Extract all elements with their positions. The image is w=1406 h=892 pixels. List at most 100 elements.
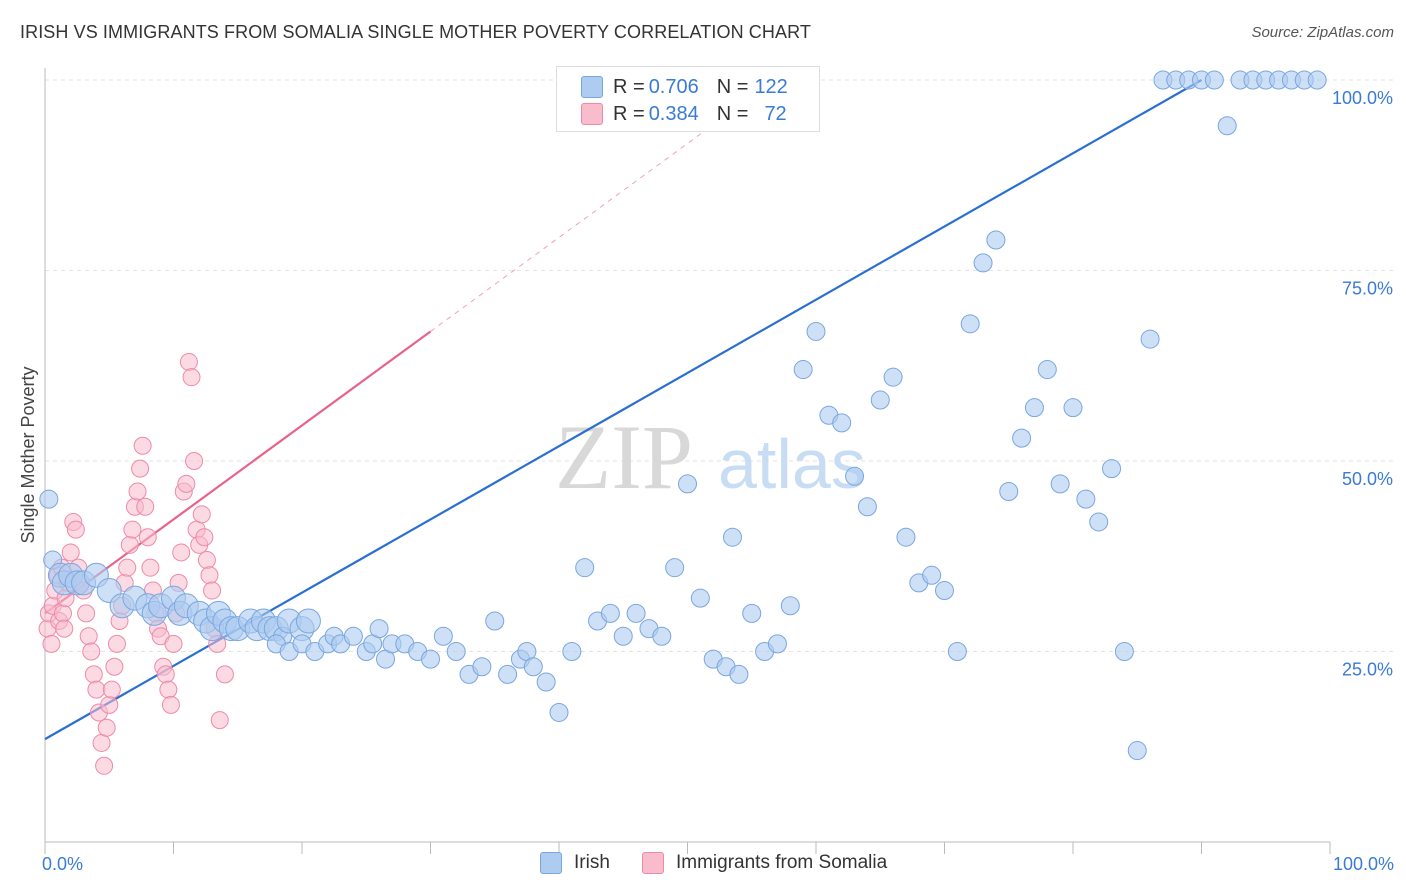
somalia-point[interactable]: [107, 634, 126, 653]
irish-point[interactable]: [1204, 70, 1224, 90]
somalia-point[interactable]: [136, 497, 155, 516]
somalia-point[interactable]: [131, 459, 150, 478]
irish-point[interactable]: [999, 481, 1019, 501]
somalia-point[interactable]: [203, 581, 222, 600]
irish-point[interactable]: [1089, 512, 1109, 532]
irish-point[interactable]: [536, 672, 556, 692]
somalia-point[interactable]: [61, 543, 80, 562]
somalia-point[interactable]: [53, 604, 72, 623]
irish-point[interactable]: [678, 474, 697, 494]
somalia-point[interactable]: [102, 680, 121, 699]
irish-point[interactable]: [600, 603, 620, 623]
somalia-point[interactable]: [156, 665, 175, 684]
irish-point[interactable]: [767, 634, 787, 654]
irish-point[interactable]: [485, 611, 505, 631]
somalia-point[interactable]: [95, 756, 114, 775]
somalia-point[interactable]: [197, 551, 216, 570]
somalia-point[interactable]: [97, 718, 116, 737]
irish-point[interactable]: [613, 626, 633, 646]
irish-point[interactable]: [652, 626, 672, 646]
legend-item-somalia[interactable]: Immigrants from Somalia: [642, 852, 887, 874]
irish-point[interactable]: [896, 527, 916, 547]
irish-point[interactable]: [806, 321, 826, 341]
somalia-point[interactable]: [192, 505, 211, 524]
somalia-point[interactable]: [172, 543, 191, 562]
somalia-point[interactable]: [42, 634, 61, 653]
irish-point[interactable]: [1217, 116, 1237, 136]
somalia-point[interactable]: [141, 558, 160, 577]
irish-point[interactable]: [433, 626, 453, 646]
irish-point[interactable]: [1127, 741, 1147, 761]
somalia-point[interactable]: [215, 665, 234, 684]
somalia-point[interactable]: [177, 474, 196, 493]
somalia-point[interactable]: [200, 566, 219, 585]
somalia-point[interactable]: [118, 558, 137, 577]
irish-point[interactable]: [665, 558, 685, 578]
irish-point[interactable]: [742, 603, 762, 623]
irish-point[interactable]: [857, 497, 877, 517]
irish-point[interactable]: [690, 588, 710, 608]
somalia-point[interactable]: [87, 680, 106, 699]
somalia-point[interactable]: [82, 642, 101, 661]
irish-point[interactable]: [845, 466, 865, 486]
somalia-point[interactable]: [105, 657, 124, 676]
somalia-point[interactable]: [123, 520, 142, 539]
somalia-point[interactable]: [161, 695, 180, 714]
irish-point[interactable]: [1140, 329, 1160, 349]
somalia-point[interactable]: [55, 619, 74, 638]
somalia-point[interactable]: [79, 627, 98, 646]
irish-point[interactable]: [523, 657, 543, 677]
irish-point[interactable]: [973, 253, 993, 273]
somalia-point[interactable]: [77, 604, 96, 623]
irish-point[interactable]: [883, 367, 903, 387]
somalia-point[interactable]: [100, 695, 119, 714]
legend-item-irish[interactable]: Irish: [540, 852, 610, 874]
irish-point[interactable]: [575, 558, 595, 578]
irish-point[interactable]: [1114, 642, 1134, 661]
irish-point[interactable]: [780, 596, 800, 616]
irish-point[interactable]: [832, 413, 852, 433]
somalia-point[interactable]: [179, 352, 198, 371]
irish-point[interactable]: [421, 649, 440, 669]
somalia-point[interactable]: [185, 452, 204, 470]
irish-point[interactable]: [1037, 360, 1057, 380]
somalia-point[interactable]: [92, 733, 111, 752]
somalia-point[interactable]: [66, 520, 85, 539]
somalia-point[interactable]: [164, 634, 183, 653]
irish-point[interactable]: [295, 608, 321, 634]
irish-point[interactable]: [1050, 474, 1070, 494]
irish-point[interactable]: [1024, 398, 1044, 418]
irish-point[interactable]: [935, 581, 954, 601]
somalia-point[interactable]: [120, 535, 139, 554]
irish-point[interactable]: [626, 603, 646, 623]
irish-point[interactable]: [1063, 398, 1083, 418]
irish-point[interactable]: [472, 657, 492, 677]
irish-point[interactable]: [1076, 489, 1096, 509]
somalia-point[interactable]: [195, 528, 214, 547]
somalia-point[interactable]: [182, 368, 201, 387]
somalia-point[interactable]: [128, 482, 147, 501]
irish-point[interactable]: [722, 527, 742, 547]
irish-point[interactable]: [947, 642, 967, 661]
irish-point[interactable]: [39, 489, 59, 509]
irish-point[interactable]: [498, 664, 518, 684]
irish-point[interactable]: [562, 642, 582, 661]
irish-point[interactable]: [1102, 459, 1122, 479]
irish-point[interactable]: [870, 390, 890, 410]
irish-point[interactable]: [446, 642, 466, 661]
irish-point[interactable]: [343, 626, 363, 646]
irish-point[interactable]: [369, 619, 389, 639]
irish-point[interactable]: [986, 230, 1006, 250]
irish-point[interactable]: [1012, 428, 1032, 448]
somalia-point[interactable]: [133, 436, 152, 455]
irish-point[interactable]: [960, 314, 980, 334]
irish-point[interactable]: [549, 702, 569, 722]
irish-point[interactable]: [922, 565, 942, 585]
irish-point[interactable]: [1307, 70, 1327, 90]
somalia-point[interactable]: [159, 680, 178, 699]
irish-point[interactable]: [729, 664, 749, 684]
somalia-point[interactable]: [210, 711, 229, 730]
somalia-point[interactable]: [84, 665, 103, 684]
irish-point[interactable]: [793, 360, 813, 380]
somalia-point[interactable]: [138, 528, 157, 547]
